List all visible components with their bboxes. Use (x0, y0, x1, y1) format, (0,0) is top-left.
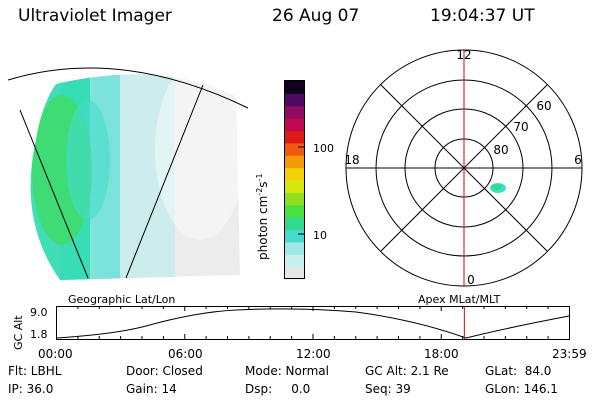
colorbar (284, 80, 305, 280)
colorbar-cell (285, 155, 304, 169)
dsp-value: Dsp: 0.0 (245, 382, 311, 396)
mode-value: Mode: Normal (245, 364, 329, 378)
colorbar-cell (285, 118, 304, 131)
colorbar-cell (285, 130, 304, 144)
altitude-timeline (56, 306, 570, 340)
lat-label-60: 60 (536, 99, 551, 113)
lat-label-80: 80 (493, 143, 508, 157)
colorbar-cell (285, 93, 304, 107)
gc-alt-value: GC Alt: 2.1 Re (365, 364, 449, 378)
timeline-ylabel: GC Alt (12, 315, 25, 350)
colorbar-cell (285, 217, 304, 230)
colorbar-tick-10: 10 (313, 229, 327, 242)
colorbar-tick-100: 100 (313, 142, 334, 155)
image-date: 26 Aug 07 (272, 6, 360, 26)
timeline-ytick-top: 9.0 (30, 306, 48, 319)
glon-value: GLon: 146.1 (485, 382, 558, 396)
timeline-tick-label-1800: 18:00 (424, 347, 459, 361)
colorbar-cell (285, 266, 304, 280)
timeline-tick-label-1200: 12:00 (296, 347, 331, 361)
colorbar-cell (285, 204, 304, 218)
colorbar-cell (285, 180, 304, 193)
colorbar-cell (285, 81, 304, 94)
polar-plot: 12 18 6 0 60 70 80 (344, 48, 583, 287)
door-status: Door: Closed (126, 364, 203, 378)
auroral-image (30, 74, 240, 281)
ip-value: IP: 36.0 (8, 382, 54, 396)
colorbar-cell (285, 105, 304, 119)
timeline-ytick-bottom: 1.8 (30, 328, 48, 341)
gain-value: Gain: 14 (126, 382, 177, 396)
glat-value: GLat: 84.0 (485, 364, 552, 378)
fov-line-left (19, 109, 89, 279)
seq-value: Seq: 39 (365, 382, 411, 396)
image-time: 19:04:37 UT (430, 6, 535, 26)
colorbar-cell (285, 229, 304, 243)
timeline-left-label: Geographic Lat/Lon (68, 293, 176, 306)
colorbar-cell (285, 142, 304, 156)
timeline-tick-label-2359: 23:59 (552, 347, 587, 361)
altitude-curve (56, 308, 570, 339)
mlt-label-0: 0 (467, 273, 475, 287)
fov-line-right (125, 84, 204, 279)
instrument-title: Ultraviolet Imager (18, 6, 172, 26)
colorbar-cell (285, 254, 304, 268)
auroral-footprint-core (492, 184, 502, 190)
mlt-label-12: 12 (456, 48, 471, 62)
colorbar-cell (285, 241, 304, 255)
colorbar-cell (285, 167, 304, 181)
timeline-tick-label-0600: 06:00 (168, 347, 203, 361)
horizon-arc (7, 67, 249, 109)
colorbar-cell (285, 192, 304, 206)
filter-value: Flt: LBHL (8, 364, 62, 378)
lat-label-70: 70 (513, 120, 528, 134)
mlt-label-18: 18 (344, 153, 359, 167)
colorbar-unit-label: photon cm-2s-1 (255, 173, 270, 260)
imager-view (7, 67, 249, 281)
timeline-tick-label-0000: 00:00 (38, 347, 73, 361)
mlt-label-6: 6 (574, 153, 582, 167)
timeline-right-label: Apex MLat/MLT (418, 293, 501, 306)
